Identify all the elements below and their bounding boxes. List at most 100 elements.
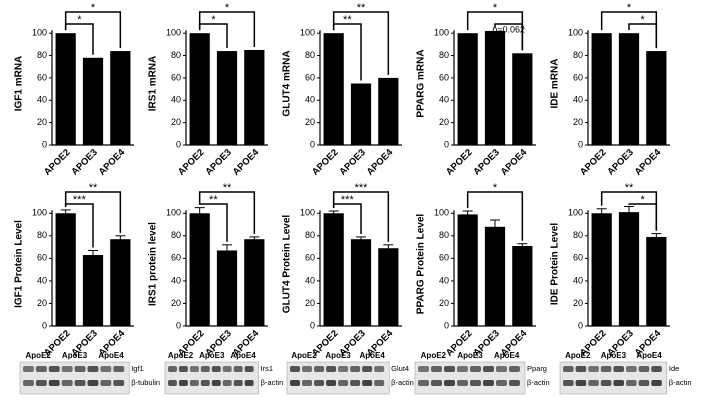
y-tick-label: 0 [310,139,315,149]
bar [378,77,399,145]
significance-label: * [641,14,646,26]
y-tick-label: 80 [171,230,181,240]
significance-label: ** [209,194,218,206]
x-tick-label: APOE2 [444,147,475,178]
y-tick-label: 100 [434,28,449,38]
blot-band [326,366,337,372]
significance-bracket [332,11,390,75]
blot-band [350,380,361,386]
blot-band [575,380,587,386]
blot-band [326,380,337,386]
bar [457,33,478,145]
blot-band-label: Pparg [527,364,547,373]
blot-band [113,366,125,372]
blot-band [350,366,361,372]
significance-bracket [198,11,256,47]
blot-band [168,366,177,372]
y-tick-label: 0 [42,139,47,149]
y-tick-label: 60 [171,253,181,263]
y-tick-label: 80 [439,230,449,240]
bar [55,33,76,145]
blot-band [626,380,637,386]
x-tick-label: APOE3 [203,147,234,178]
blot-band [338,366,349,372]
x-tick-label: APOE3 [69,147,100,178]
y-tick-label: 0 [444,320,449,330]
significance-label: ** [625,182,634,194]
blot-group-label: ApoE3 [325,351,351,360]
significance-label: ** [357,2,366,14]
y-tick-label: 40 [171,95,181,105]
blot-band [575,366,587,372]
blot-group-label: ApoE3 [62,351,88,360]
blot-band [456,366,468,372]
bar [484,30,506,146]
y-tick-label: 40 [305,95,315,105]
bar [323,33,344,145]
y-tick-label: 20 [171,298,181,308]
x-tick-label: APOE3 [337,147,368,178]
blot-band [233,380,243,386]
bar [646,51,667,146]
y-tick-label: 100 [32,208,47,218]
blot-band [200,366,210,372]
y-tick-label: 80 [37,230,47,240]
significance-bracket [332,203,362,234]
bar [591,33,612,145]
y-tick-label: 0 [578,320,583,330]
blot-image [164,361,259,395]
blot-band [233,366,243,372]
blot-band [87,366,99,372]
blot-band-label: Irs1 [261,364,274,373]
y-tick-label: 100 [300,208,315,218]
significance-label: * [91,2,96,14]
blot-band [600,380,612,386]
blot-band [100,366,112,372]
blot-band [290,366,301,372]
blot-band [74,380,86,386]
y-axis-label: PPARG mRNA [416,49,427,117]
y-tick-label: 60 [439,72,449,82]
blot-band [495,366,507,372]
y-tick-label: 20 [305,298,315,308]
y-tick-label: 60 [573,72,583,82]
bar [216,250,238,326]
bar [484,226,506,326]
blot-group-label: ApoE3 [199,351,225,360]
blot-band [48,366,60,372]
significance-label: * [627,2,632,14]
y-tick-label: 100 [568,28,583,38]
blot-group-label: ApoE4 [230,351,256,360]
blot-band [222,366,232,372]
blot-band [362,366,373,372]
y-tick-label: 100 [166,28,181,38]
significance-label: ** [89,182,98,194]
bar [110,51,131,146]
blot-band [443,380,455,386]
blot-band [613,380,625,386]
bar [378,248,399,326]
y-axis-label: IDE Protein Level [550,223,561,305]
bar [244,49,265,145]
blot-band-label: β-actin [527,378,550,387]
bar [323,213,344,326]
significance-bracket [64,191,122,233]
x-tick-label: APOE2 [578,147,609,178]
blot-band [211,366,221,372]
blot-band [508,366,520,372]
y-axis-label: GLUT4 Protein Level [282,215,293,314]
significance-label: ** [343,14,352,26]
blot-band [588,380,599,386]
y-tick-label: 20 [573,298,583,308]
bar [512,245,533,326]
blot-band [469,380,481,386]
y-tick-label: 20 [439,298,449,308]
y-tick-label: 20 [37,117,47,127]
significance-bracket [198,23,228,49]
x-tick-label: APOE2 [42,147,73,178]
x-tick-label: APOE3 [471,147,502,178]
x-tick-label: APOE4 [365,147,396,178]
blot-band [651,366,662,372]
x-tick-label: APOE4 [633,147,664,178]
